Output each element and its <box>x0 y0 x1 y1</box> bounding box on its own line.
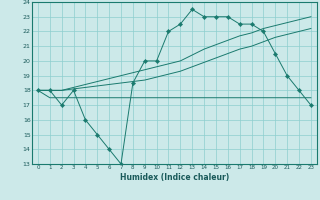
X-axis label: Humidex (Indice chaleur): Humidex (Indice chaleur) <box>120 173 229 182</box>
